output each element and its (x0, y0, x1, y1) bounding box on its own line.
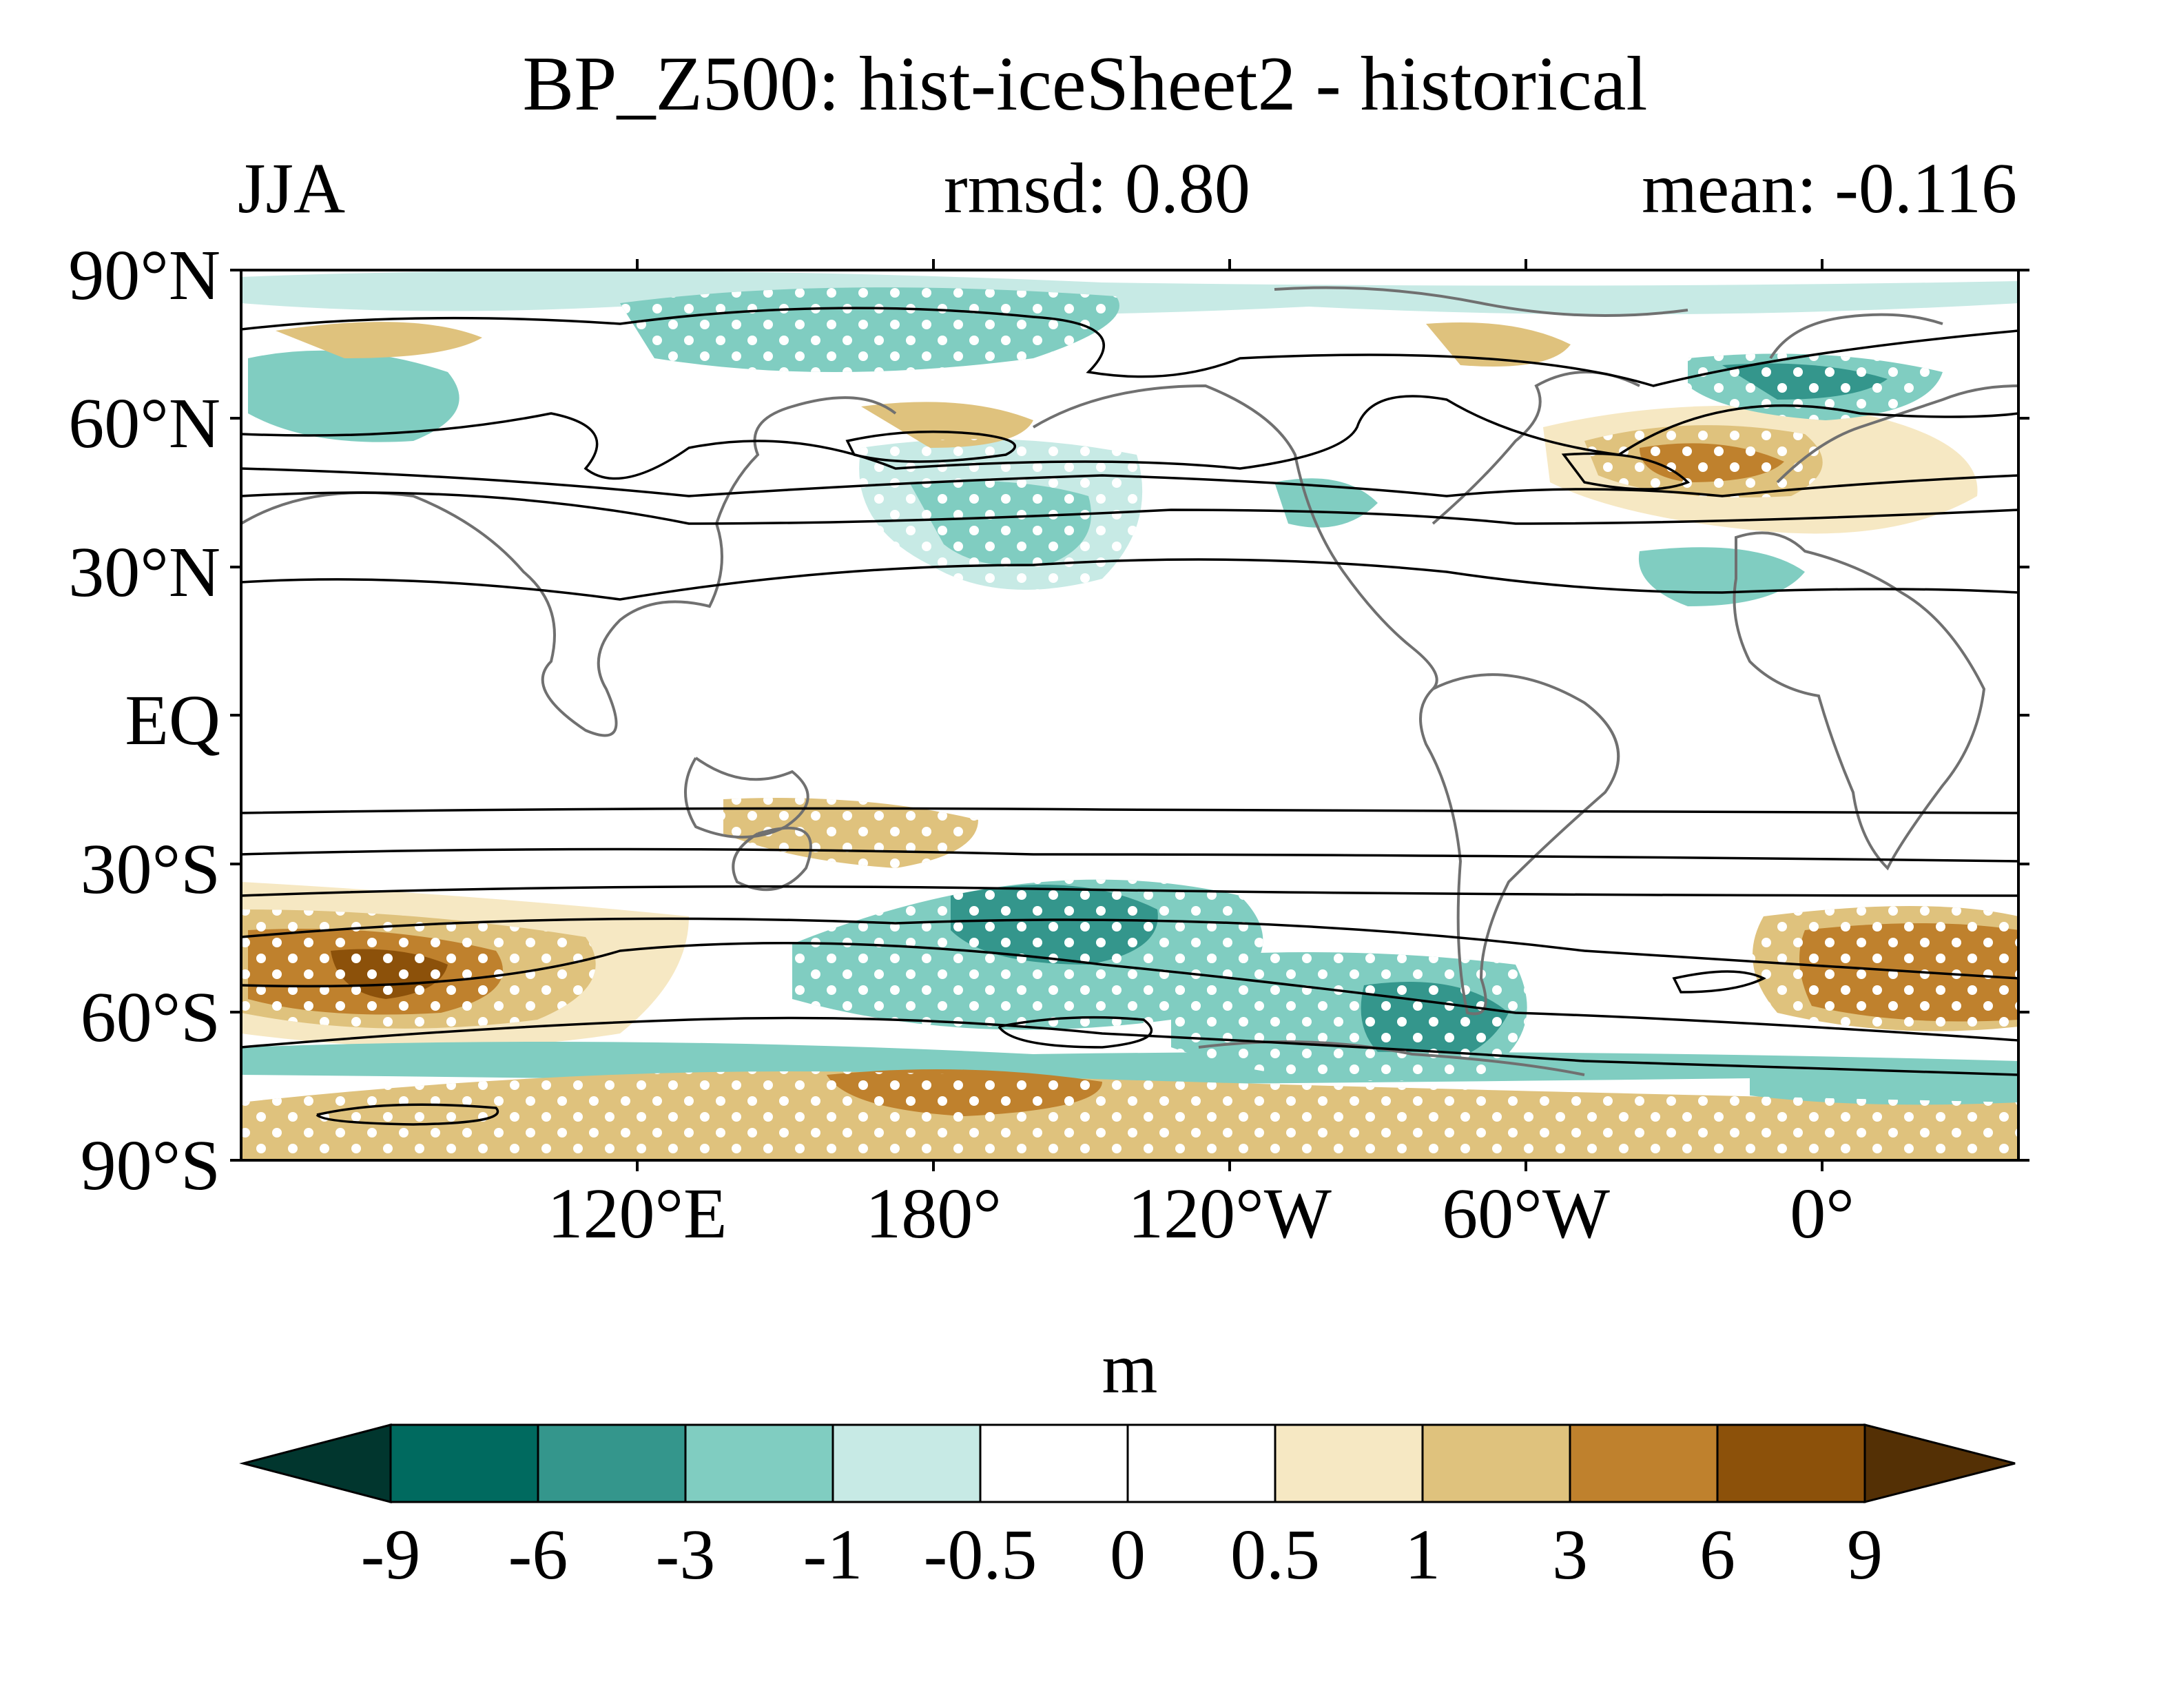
significance-stippling (241, 287, 2018, 1160)
climatology-contours (241, 307, 2018, 1126)
season-label: JJA (238, 149, 346, 228)
colorbar-label: -1 (803, 1515, 863, 1594)
lat-label-60n: 60°N (68, 384, 220, 463)
colorbar-bin-7 (1274, 1423, 1424, 1503)
lat-label-90n: 90°N (68, 236, 220, 315)
colorbar-extend-low (239, 1423, 392, 1503)
lon-label-120e: 120°E (547, 1174, 727, 1253)
colorbar-label: -3 (655, 1515, 716, 1594)
colorbar-extend-high (1863, 1423, 2016, 1503)
colorbar-bin-9 (1569, 1423, 1719, 1503)
colorbar (239, 1423, 2016, 1503)
colorbar-bin-3 (684, 1423, 834, 1503)
colorbar-bin-10 (1716, 1423, 1866, 1503)
lon-label-0: 0° (1790, 1174, 1854, 1253)
lon-label-60w: 60°W (1442, 1174, 1610, 1253)
colorbar-label: 3 (1552, 1515, 1588, 1594)
rmsd-label: rmsd: 0.80 (944, 149, 1250, 228)
lat-label-60s: 60°S (80, 978, 220, 1057)
colorbar-bin-2 (537, 1423, 687, 1503)
colorbar-bin-5 (979, 1423, 1129, 1503)
colorbar-bin-4 (831, 1423, 982, 1503)
colorbar-bin-1 (389, 1423, 539, 1503)
lat-label-90s: 90°S (80, 1126, 220, 1205)
colorbar-label: -6 (508, 1515, 568, 1594)
lon-label-180: 180° (865, 1174, 1002, 1253)
axis-ticks (230, 259, 2029, 1171)
lat-label-30s: 30°S (80, 830, 220, 909)
chart-title: BP_Z500: hist-iceSheet2 - historical (522, 41, 1648, 127)
map-area (241, 270, 2018, 1160)
lat-label-30n: 30°N (68, 533, 220, 612)
colorbar-label: 1 (1405, 1515, 1440, 1594)
colorbar-bin-8 (1421, 1423, 1571, 1503)
colorbar-label: 0 (1110, 1515, 1146, 1594)
colorbar-label: 9 (1847, 1515, 1883, 1594)
mean-label: mean: -0.116 (1642, 149, 2017, 228)
colorbar-bin-6 (1126, 1423, 1277, 1503)
colorbar-label: 6 (1699, 1515, 1735, 1594)
colorbar-units: m (1102, 1329, 1158, 1408)
colorbar-label: -0.5 (923, 1515, 1037, 1594)
lon-label-120w: 120°W (1128, 1174, 1332, 1253)
lat-label-eq: EQ (125, 681, 220, 760)
colorbar-label: -9 (360, 1515, 421, 1594)
colorbar-label: 0.5 (1230, 1515, 1320, 1594)
